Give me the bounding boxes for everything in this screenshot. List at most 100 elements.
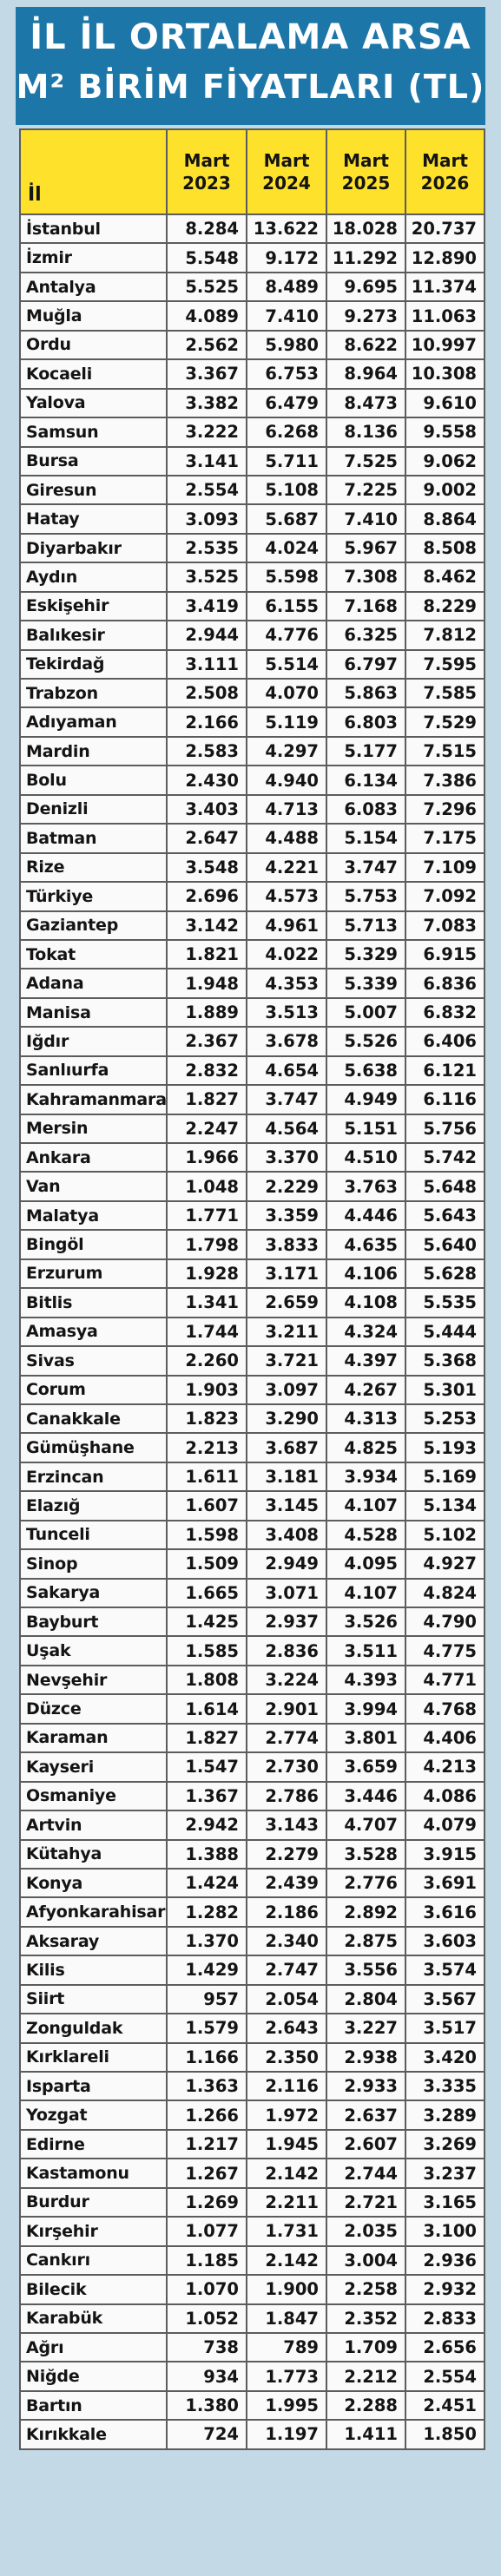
table-row: Siirt 957 2.054 2.804 3.567: [19, 1983, 485, 2015]
table-row: Tunceli 1.598 3.408 4.528 5.102: [19, 1519, 485, 1551]
price-2024: 3.071: [246, 1577, 327, 1609]
price-2026: 7.585: [405, 677, 485, 709]
price-2023: 1.166: [166, 2041, 247, 2073]
province-name: Batman: [19, 823, 168, 854]
price-2026: 11.374: [405, 271, 485, 303]
price-2026: 9.558: [405, 417, 485, 448]
price-2023: 1.267: [166, 2158, 247, 2189]
price-2026: 3.420: [405, 2041, 485, 2073]
price-2026: 10.308: [405, 358, 485, 390]
price-2024: 2.774: [246, 1722, 327, 1754]
province-name: Bartın: [19, 2389, 168, 2422]
price-2026: 3.165: [405, 2186, 485, 2218]
price-2024: 4.654: [246, 1055, 327, 1087]
table-row: Trabzon 2.508 4.070 5.863 7.585: [19, 677, 485, 709]
price-2024: 2.186: [246, 1896, 327, 1928]
price-2024: 4.961: [246, 910, 327, 941]
price-2026: 9.062: [405, 445, 485, 476]
province-name: Manisa: [19, 996, 168, 1028]
price-2023: 934: [166, 2361, 247, 2392]
price-2025: 9.695: [326, 271, 406, 303]
price-2024: 2.949: [246, 1548, 327, 1580]
price-2023: 1.808: [166, 1664, 247, 1696]
price-2025: 18.028: [326, 213, 406, 245]
header-province: İl: [19, 128, 168, 215]
table-row: İstanbul 8.284 13.622 18.028 20.737: [19, 213, 485, 245]
price-2025: 3.994: [326, 1693, 406, 1725]
price-2024: 8.489: [246, 271, 327, 303]
price-2026: 5.368: [405, 1345, 485, 1377]
price-2024: 3.224: [246, 1664, 327, 1696]
table-row: Van 1.048 2.229 3.763 5.648: [19, 1171, 485, 1202]
price-2025: 3.801: [326, 1722, 406, 1754]
province-name: Sivas: [19, 1345, 168, 1377]
province-name: Eskişehir: [19, 590, 168, 622]
table-row: Batman 2.647 4.488 5.154 7.175: [19, 823, 485, 854]
price-2026: 5.628: [405, 1258, 485, 1290]
province-name: Edirne: [19, 2128, 168, 2160]
price-2025: 2.938: [326, 2041, 406, 2073]
price-2024: 1.731: [246, 2216, 327, 2247]
table-row: Tekirdağ 3.111 5.514 6.797 7.595: [19, 648, 485, 680]
price-2024: 6.155: [246, 590, 327, 622]
table-row: Edirne 1.217 1.945 2.607 3.269: [19, 2128, 485, 2160]
price-2025: 4.393: [326, 1664, 406, 1696]
price-2024: 6.479: [246, 387, 327, 419]
price-2024: 1.945: [246, 2128, 327, 2160]
price-2025: 4.267: [326, 1374, 406, 1405]
price-2025: 11.292: [326, 242, 406, 273]
price-2024: 3.370: [246, 1141, 327, 1173]
table-row: Karaman 1.827 2.774 3.801 4.406: [19, 1722, 485, 1754]
price-2024: 2.659: [246, 1287, 327, 1318]
price-2026: 7.595: [405, 648, 485, 680]
province-name: Kahramanmaraş: [19, 1084, 168, 1115]
price-2025: 1.411: [326, 2419, 406, 2450]
price-2023: 1.607: [166, 1490, 247, 1521]
price-2023: 1.966: [166, 1141, 247, 1173]
table-row: Elazığ 1.607 3.145 4.107 5.134: [19, 1490, 485, 1521]
province-name: Siirt: [19, 1983, 168, 2015]
price-2025: 2.607: [326, 2128, 406, 2160]
province-name: Niğde: [19, 2361, 168, 2392]
province-name: Gaziantep: [19, 910, 168, 941]
province-name: Karaman: [19, 1722, 168, 1754]
price-2023: 5.548: [166, 242, 247, 273]
province-name: Denizli: [19, 793, 168, 825]
table-row: Diyarbakır 2.535 4.024 5.967 8.508: [19, 532, 485, 564]
price-2026: 7.092: [405, 881, 485, 912]
price-2024: 2.054: [246, 1983, 327, 2015]
price-2025: 2.288: [326, 2389, 406, 2422]
price-2023: 3.141: [166, 445, 247, 476]
price-2025: 6.803: [326, 706, 406, 738]
price-2023: 2.430: [166, 765, 247, 796]
province-name: Canakkale: [19, 1403, 168, 1435]
table-row: Osmaniye 1.367 2.786 3.446 4.086: [19, 1780, 485, 1812]
price-2024: 2.786: [246, 1780, 327, 1812]
table-row: Niğde 934 1.773 2.212 2.554: [19, 2361, 485, 2392]
price-2026: 4.768: [405, 1693, 485, 1725]
price-2023: 2.942: [166, 1810, 247, 1841]
price-2024: 13.622: [246, 213, 327, 245]
price-2026: 5.301: [405, 1374, 485, 1405]
price-2023: 3.111: [166, 648, 247, 680]
price-2025: 3.747: [326, 851, 406, 884]
price-2023: 1.367: [166, 1780, 247, 1812]
price-2024: 9.172: [246, 242, 327, 273]
price-2024: 2.340: [246, 1925, 327, 1957]
price-2026: 2.451: [405, 2389, 485, 2422]
price-2023: 2.696: [166, 881, 247, 912]
price-2023: 3.367: [166, 358, 247, 390]
table-body: İstanbul 8.284 13.622 18.028 20.737 İzmir 5.54…: [19, 213, 485, 2450]
price-2025: 2.258: [326, 2274, 406, 2305]
province-name: Yalova: [19, 387, 168, 419]
price-2023: 1.928: [166, 1258, 247, 1290]
province-name: Aydın: [19, 562, 168, 593]
price-2026: 5.648: [405, 1171, 485, 1202]
price-2025: 4.635: [326, 1229, 406, 1260]
price-2025: 2.721: [326, 2186, 406, 2218]
price-2026: 20.737: [405, 213, 485, 245]
table-row: Rize 3.548 4.221 3.747 7.109: [19, 851, 485, 884]
price-2023: 1.744: [166, 1316, 247, 1348]
table-row: Adana 1.948 4.353 5.339 6.836: [19, 968, 485, 999]
price-2024: 2.116: [246, 2070, 327, 2102]
